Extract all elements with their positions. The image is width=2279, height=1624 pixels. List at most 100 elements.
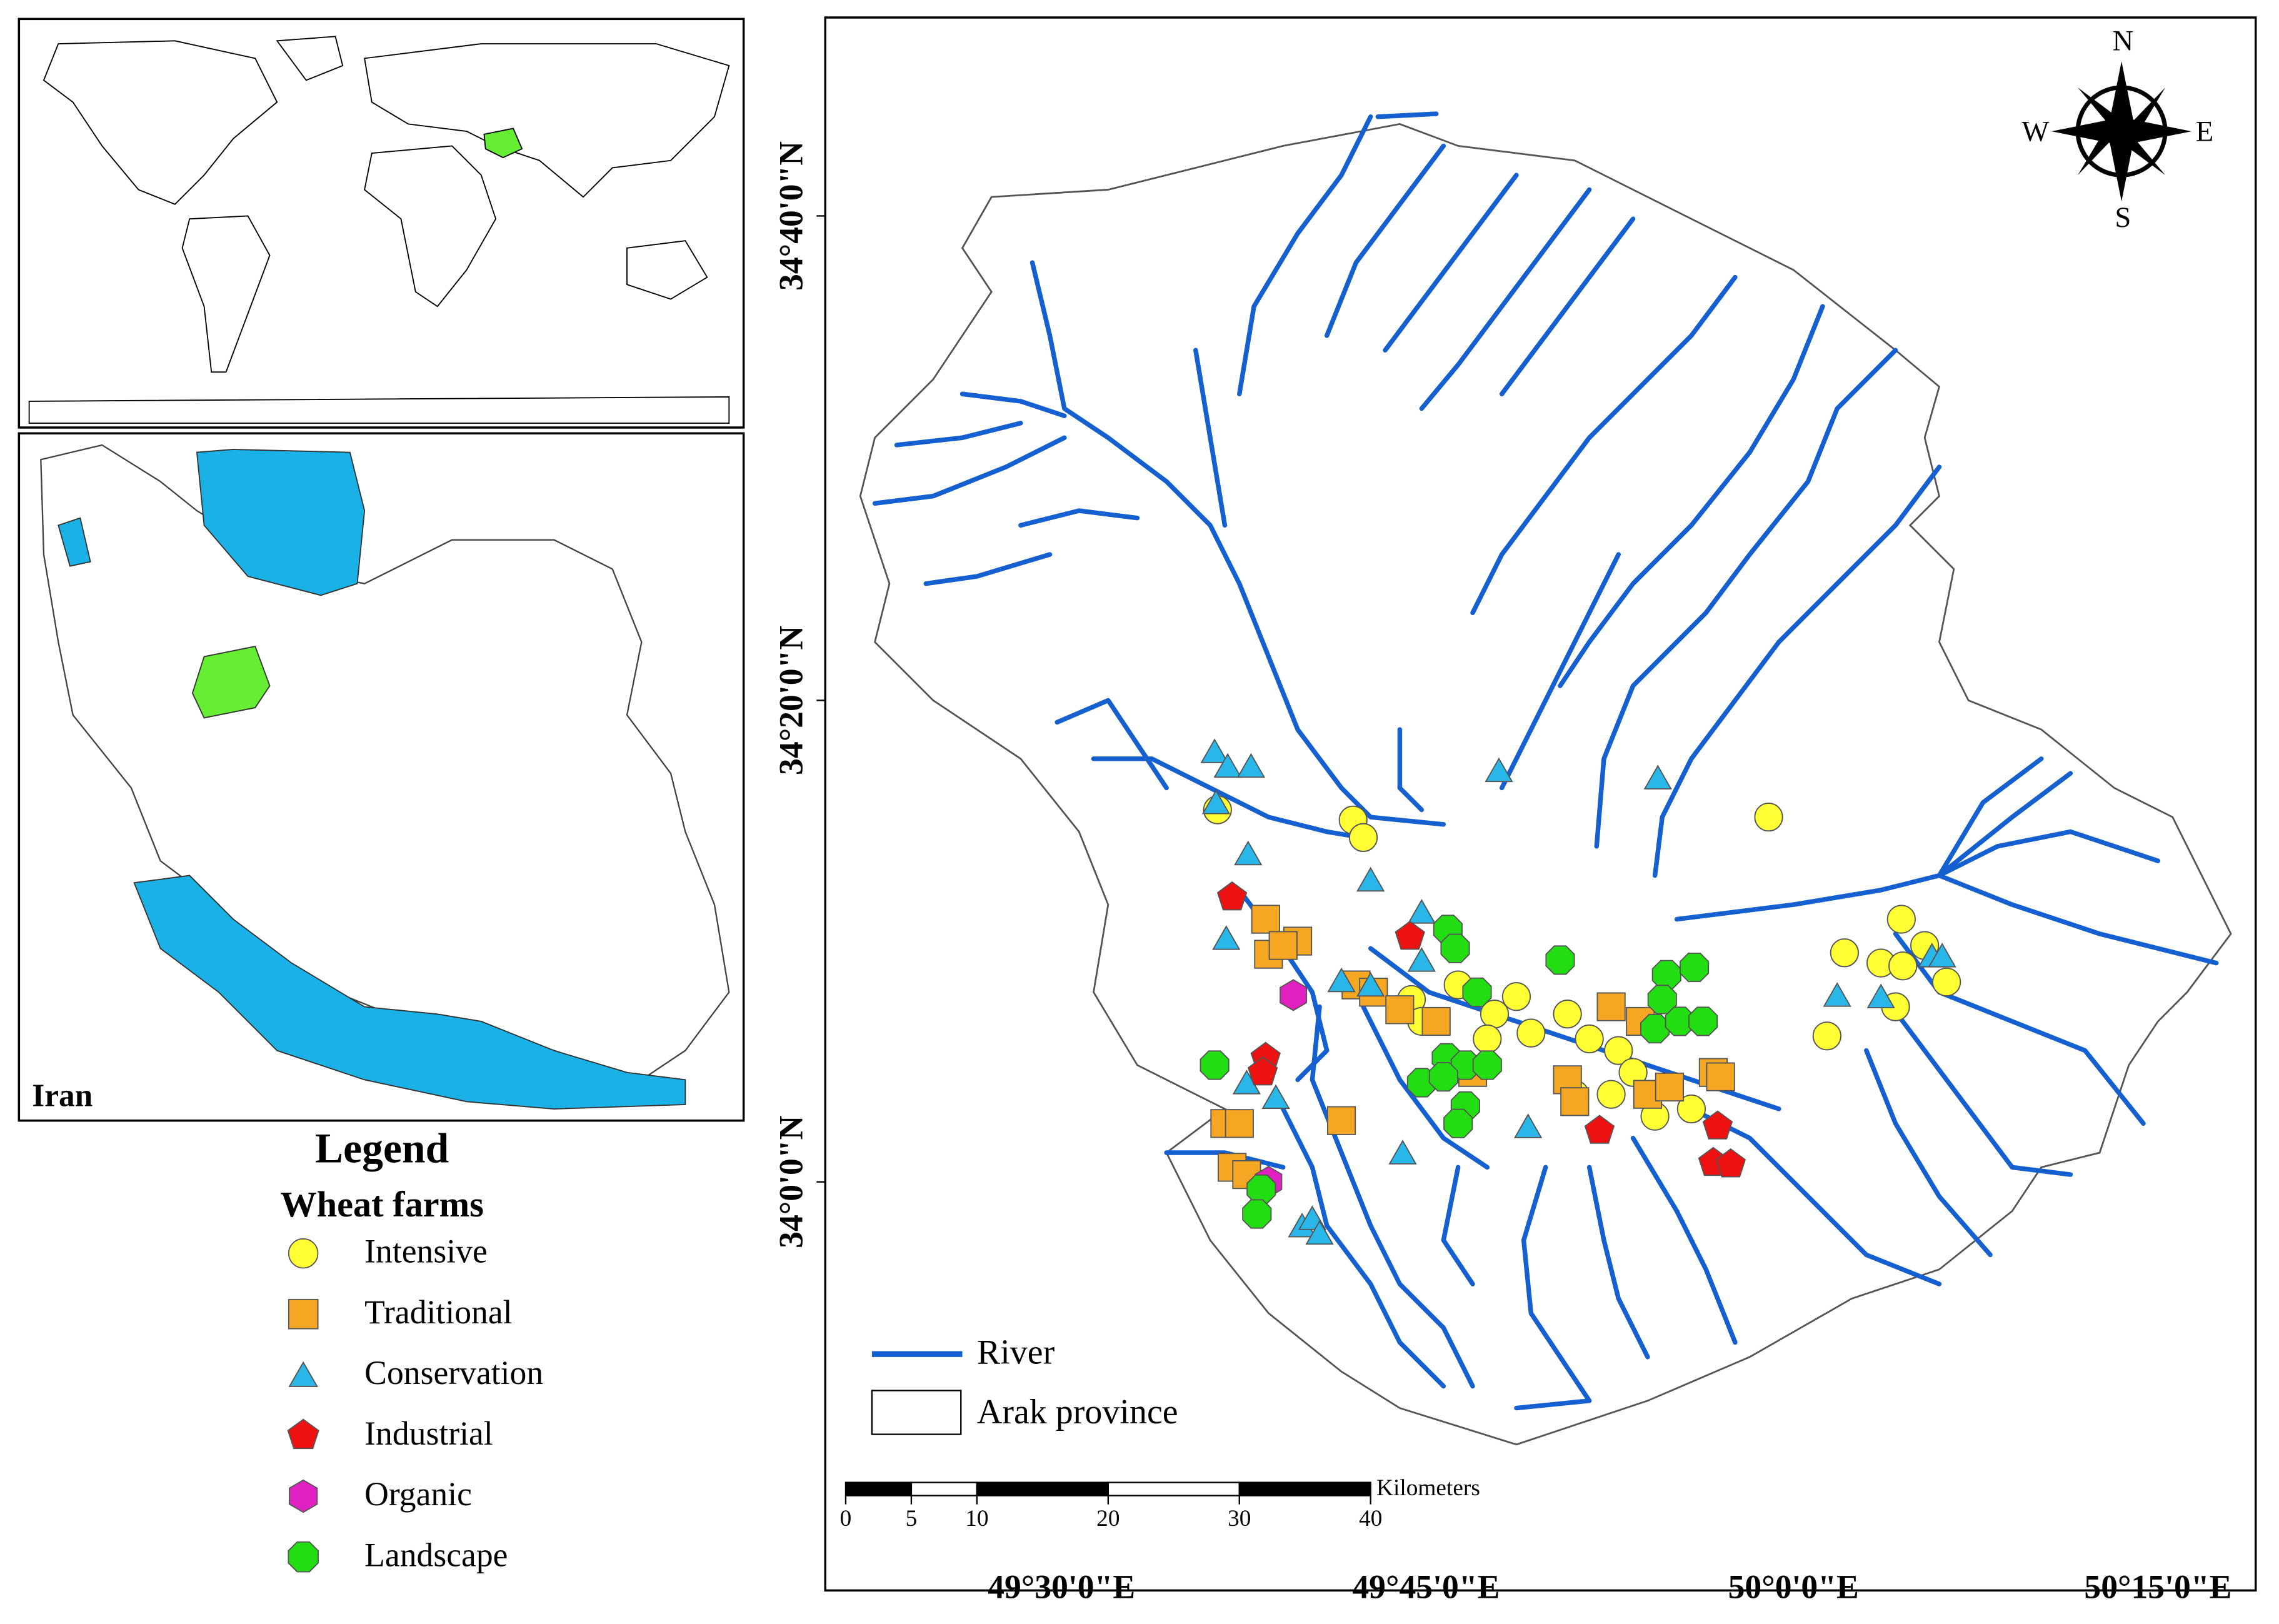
intensive-farm — [1604, 1036, 1633, 1065]
river — [1310, 1004, 1475, 1389]
legend-symbol — [288, 1298, 319, 1330]
intensive-farm — [1348, 823, 1378, 852]
river — [1441, 1165, 1475, 1286]
intensive-farm — [1888, 951, 1918, 981]
landscape-farm — [1647, 985, 1677, 1015]
rivers — [872, 111, 2219, 1411]
compass-rose: N S E W — [2021, 25, 2213, 234]
world-landmasses — [28, 36, 730, 424]
greenland — [276, 36, 344, 81]
intensive-farm — [1553, 1000, 1582, 1029]
legend-symbol — [288, 1361, 318, 1387]
inset-label: Iran — [32, 1078, 93, 1113]
south-america — [181, 215, 271, 373]
river — [1594, 348, 1898, 849]
industrial-farm — [1216, 881, 1248, 911]
river — [1674, 771, 2073, 922]
landscape-farm — [1462, 977, 1492, 1007]
conservation-farm — [1305, 1220, 1334, 1245]
scale-tick-label: 30 — [1228, 1506, 1251, 1531]
landscape-farm — [1200, 1050, 1230, 1080]
africa — [364, 145, 497, 308]
iran-highlight — [483, 128, 523, 159]
conservation-farm — [1356, 866, 1385, 892]
traditional-farm — [1326, 1106, 1356, 1135]
legend-label: Traditional — [364, 1293, 512, 1331]
river — [1514, 1165, 1592, 1411]
river — [1325, 143, 1446, 338]
latitude-label: 34°40'0"N — [773, 141, 810, 291]
intensive-farm — [1932, 967, 1961, 997]
scale-tick-label: 40 — [1359, 1506, 1382, 1531]
river — [1893, 931, 2146, 1126]
river — [1029, 260, 1446, 827]
landscape-farm — [1440, 933, 1470, 963]
river — [1397, 727, 1425, 813]
province-legend-label: Arak province — [977, 1393, 1178, 1431]
conservation-farm — [1407, 947, 1436, 972]
traditional-farm — [1655, 1072, 1685, 1102]
conservation-farm — [1866, 983, 1895, 1008]
conservation-farm — [1212, 925, 1241, 950]
river — [1419, 187, 1592, 411]
river — [1091, 756, 1373, 841]
river — [1878, 990, 2073, 1177]
latitude-label: 34°20'0"N — [773, 626, 810, 775]
river — [1281, 1106, 1446, 1389]
legend-symbol — [288, 1238, 319, 1269]
industrial-farm — [1702, 1110, 1733, 1140]
landscape-farm — [1242, 1199, 1272, 1229]
compass-north: N — [2113, 25, 2134, 58]
scale-segment — [1107, 1481, 1240, 1496]
compass-south: S — [2115, 201, 2131, 234]
scale-segment — [844, 1481, 913, 1496]
legend-label: Organic — [364, 1475, 472, 1513]
longitude-label: 50°0'0"E — [1728, 1568, 1859, 1606]
legend-label: Industrial — [364, 1415, 493, 1452]
conservation-farm — [1643, 764, 1672, 789]
conservation-farm — [1261, 1084, 1290, 1110]
persian-gulf — [133, 875, 686, 1110]
river — [894, 421, 1023, 448]
latitude-label-group: 34°20'0"N — [773, 626, 810, 775]
landscape-farm — [1545, 945, 1575, 975]
river — [1164, 1150, 1286, 1170]
conservation-farm — [1201, 789, 1231, 815]
river — [1586, 1165, 1650, 1360]
latitude-label-group: 34°40'0"N — [773, 141, 810, 291]
river — [1499, 552, 1621, 791]
landscape-farm — [1472, 1050, 1502, 1080]
scale-tick-label: 10 — [965, 1506, 988, 1531]
traditional-farm — [1225, 1109, 1254, 1138]
intensive-farm — [1812, 1021, 1841, 1051]
industrial-farm — [1584, 1115, 1615, 1144]
industrial-farm — [1247, 1056, 1278, 1086]
landscape-farm — [1246, 1174, 1276, 1204]
intensive-farm — [1473, 1024, 1502, 1054]
compass-west: W — [2021, 115, 2049, 148]
scale-unit: Kilometers — [1376, 1475, 1480, 1501]
river — [959, 391, 1067, 418]
river-legend-label: River — [977, 1333, 1055, 1371]
river — [1630, 1135, 1738, 1345]
legend-label: Landscape — [364, 1536, 508, 1573]
river — [1361, 1004, 1490, 1170]
intensive-farm — [1516, 1018, 1546, 1048]
river — [872, 435, 1067, 506]
legend-title: Legend — [315, 1125, 449, 1172]
scale-tick-label: 20 — [1096, 1506, 1119, 1531]
conservation-farm — [1823, 982, 1851, 1007]
latitude-label: 34°0'0"N — [773, 1115, 810, 1248]
landscape-farm — [1443, 1108, 1473, 1138]
north-america — [43, 40, 278, 205]
landscape-farm — [1640, 1014, 1670, 1044]
conservation-farm — [1514, 1113, 1543, 1138]
intensive-farm — [1676, 1094, 1706, 1124]
legend-symbol — [288, 1541, 319, 1573]
river — [923, 552, 1053, 586]
river — [1054, 698, 1169, 791]
conservation-farm — [1388, 1140, 1417, 1165]
province-boundary — [859, 123, 2232, 1446]
